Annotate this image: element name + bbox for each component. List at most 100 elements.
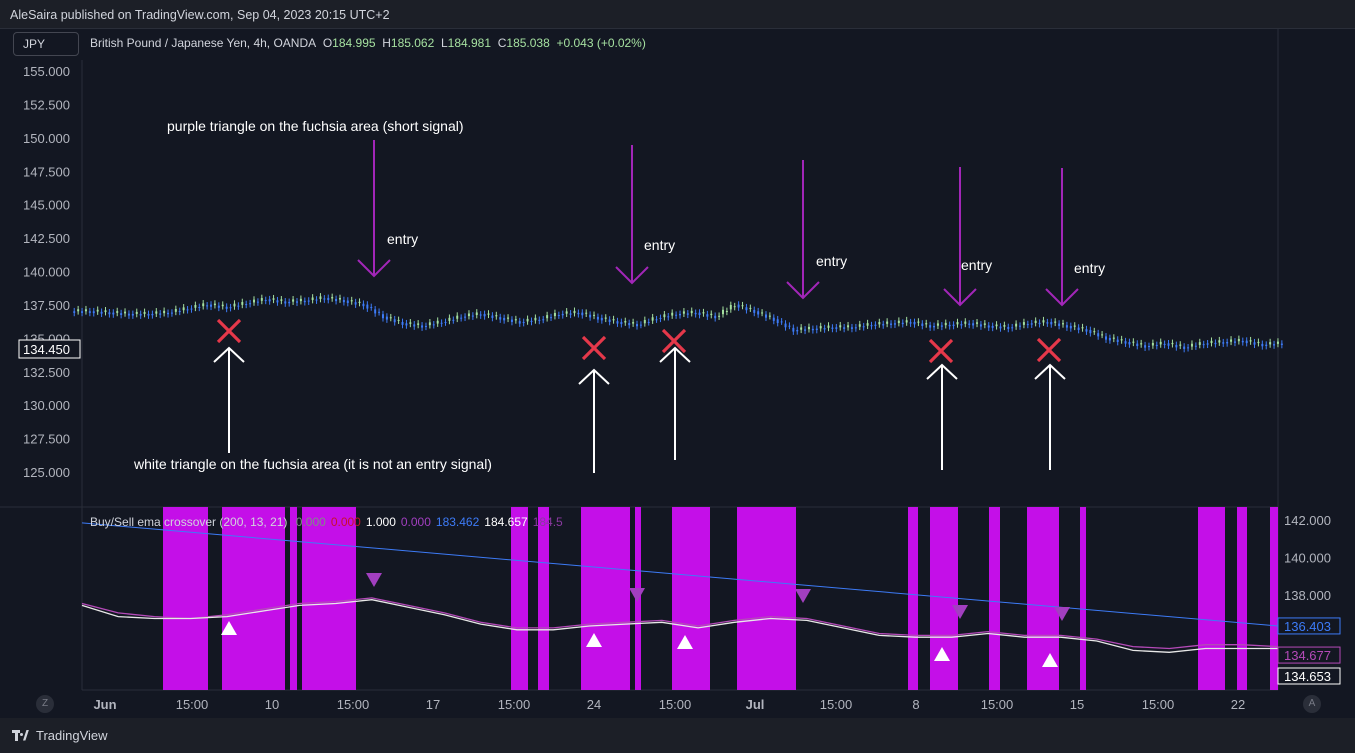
candle-body	[73, 311, 76, 313]
candle-body	[1261, 343, 1264, 347]
candle-body	[1065, 325, 1068, 328]
indicator-value-label: 134.677	[1284, 648, 1331, 663]
currency-button[interactable]: JPY	[13, 32, 79, 56]
candle-body	[307, 300, 310, 302]
candle-body	[190, 308, 193, 310]
candle-body	[1054, 321, 1057, 323]
candle-body	[1038, 322, 1041, 325]
candle-body	[1241, 340, 1244, 343]
candle-body	[120, 313, 123, 316]
candle-body	[593, 314, 596, 316]
candle-body	[1116, 339, 1119, 343]
candle-body	[1210, 340, 1213, 344]
candle-body	[1093, 331, 1096, 333]
candle-body	[1222, 342, 1225, 344]
candle-body	[1218, 340, 1221, 343]
symbol-legend: British Pound / Japanese Yen, 4h, OANDA …	[90, 36, 646, 50]
candle-body	[206, 305, 209, 307]
candle-body	[405, 323, 408, 326]
candle-body	[1163, 343, 1166, 345]
candle-body	[608, 319, 611, 322]
time-tick-label: 15:00	[1142, 697, 1175, 712]
indicator-value-label: 136.403	[1284, 619, 1331, 634]
candle-body	[143, 311, 146, 314]
candle-body	[882, 324, 885, 326]
white-up-triangle	[677, 635, 693, 649]
candle-body	[1073, 325, 1076, 327]
candle-body	[1206, 343, 1209, 345]
candle-body	[815, 328, 818, 330]
candle-body	[245, 304, 248, 306]
close-value: 185.038	[506, 36, 550, 50]
indicator-value: 183.462	[435, 515, 480, 529]
candle-body	[1058, 323, 1061, 326]
candle-body	[1269, 342, 1272, 345]
candle-body	[651, 317, 654, 321]
candle-body	[303, 300, 306, 303]
candle-body	[1245, 340, 1248, 344]
time-tick-label: 17	[426, 697, 440, 712]
candle-body	[346, 300, 349, 303]
fuchsia-area	[511, 507, 528, 690]
chart-frame[interactable]	[0, 28, 1355, 719]
candle-body	[725, 310, 728, 312]
candle-body	[338, 298, 341, 300]
candle-body	[253, 299, 256, 303]
candle-body	[92, 311, 95, 314]
candle-body	[573, 310, 576, 314]
open-value: 184.995	[332, 36, 376, 50]
auto-scale-button[interactable]: A	[1303, 695, 1321, 713]
candle-body	[131, 313, 134, 316]
candle-body	[108, 312, 111, 315]
ema-200-line	[81, 522, 1279, 627]
candle-body	[1011, 327, 1014, 329]
fuchsia-area	[737, 507, 796, 690]
candle-body	[1030, 323, 1033, 325]
candle-body	[675, 314, 678, 316]
candle-body	[714, 315, 717, 319]
candle-body	[698, 312, 701, 316]
candle-body	[202, 303, 205, 307]
candle-body	[878, 322, 881, 325]
purple-down-triangle	[1054, 607, 1070, 621]
candle-body	[331, 296, 334, 299]
candle-body	[690, 310, 693, 314]
candle-body	[378, 311, 381, 313]
candle-body	[299, 298, 302, 302]
fuchsia-area	[1270, 507, 1278, 690]
candle-body	[909, 322, 912, 324]
fuchsia-area	[290, 507, 297, 690]
candle-body	[1050, 321, 1053, 325]
candle-body	[186, 309, 189, 311]
candle-body	[456, 315, 459, 319]
indicator-value-label: 134.653	[1284, 669, 1331, 684]
candle-body	[858, 324, 861, 327]
z-button[interactable]: Z	[36, 695, 54, 713]
candle-body	[135, 311, 138, 314]
candle-body	[991, 325, 994, 328]
price-tick-label: 130.000	[23, 398, 70, 413]
candle-body	[1233, 341, 1236, 343]
candle-body	[139, 313, 142, 316]
candle-body	[917, 321, 920, 323]
candle-body	[1104, 336, 1107, 340]
candle-body	[401, 321, 404, 325]
candle-body	[335, 298, 338, 302]
candle-body	[663, 314, 666, 318]
candle-body	[944, 322, 947, 326]
candle-body	[163, 310, 166, 314]
purple-down-triangle	[366, 573, 382, 587]
candle-body	[198, 306, 201, 308]
price-tick-label: 137.500	[23, 298, 70, 313]
time-tick-label: Jun	[93, 697, 116, 712]
indicator-value: 0.000	[400, 515, 431, 529]
candle-body	[893, 323, 896, 325]
candle-body	[1230, 339, 1233, 342]
candle-body	[397, 319, 400, 321]
candle-body	[565, 311, 568, 314]
candle-body	[768, 315, 771, 317]
annotation-text: white triangle on the fuchsia area (it i…	[133, 456, 492, 472]
candle-body	[929, 325, 932, 328]
candle-body	[819, 326, 822, 329]
